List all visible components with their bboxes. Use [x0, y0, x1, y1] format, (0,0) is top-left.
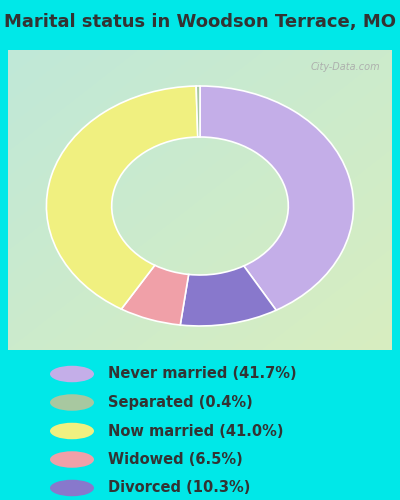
Text: Marital status in Woodson Terrace, MO: Marital status in Woodson Terrace, MO: [4, 12, 396, 30]
Circle shape: [50, 451, 94, 468]
Wedge shape: [121, 266, 189, 325]
Text: City-Data.com: City-Data.com: [311, 62, 380, 72]
Text: Separated (0.4%): Separated (0.4%): [108, 395, 253, 410]
Text: Now married (41.0%): Now married (41.0%): [108, 424, 284, 438]
Wedge shape: [46, 86, 198, 309]
Wedge shape: [180, 266, 276, 326]
Circle shape: [50, 423, 94, 440]
Wedge shape: [200, 86, 354, 310]
Text: Widowed (6.5%): Widowed (6.5%): [108, 452, 243, 467]
Circle shape: [50, 366, 94, 382]
Circle shape: [50, 394, 94, 411]
Text: Divorced (10.3%): Divorced (10.3%): [108, 480, 250, 496]
Wedge shape: [196, 86, 200, 137]
Circle shape: [50, 480, 94, 496]
Text: Never married (41.7%): Never married (41.7%): [108, 366, 297, 382]
